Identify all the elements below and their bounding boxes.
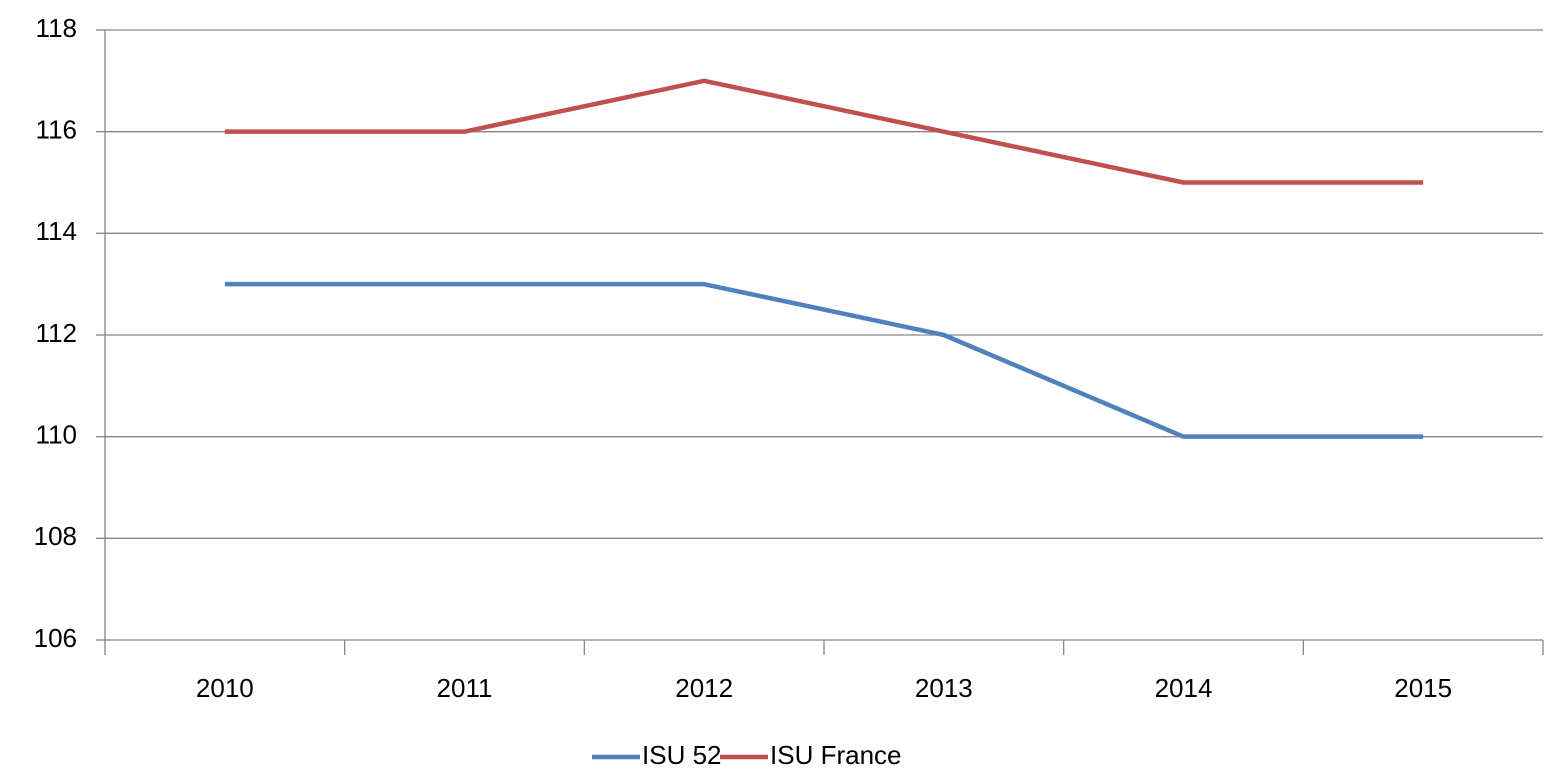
legend-label: ISU France <box>770 740 902 770</box>
y-tick-label: 116 <box>36 115 77 145</box>
y-tick-label: 118 <box>36 13 77 43</box>
line-series <box>224 281 1424 439</box>
y-tick-label: 108 <box>34 521 77 551</box>
x-tick-label: 2010 <box>196 673 254 703</box>
x-tick-label: 2011 <box>437 673 493 703</box>
x-tick-label: 2013 <box>915 673 973 703</box>
y-tick-label: 112 <box>36 318 77 348</box>
line-series <box>224 78 1424 185</box>
legend-label: ISU 52 <box>642 740 722 770</box>
y-tick-label: 114 <box>36 216 77 246</box>
y-tick-label: 110 <box>36 420 77 450</box>
x-tick-label: 2012 <box>675 673 733 703</box>
y-tick-label: 106 <box>34 623 77 653</box>
x-tick-label: 2014 <box>1155 673 1213 703</box>
x-tick-label: 2015 <box>1394 673 1452 703</box>
